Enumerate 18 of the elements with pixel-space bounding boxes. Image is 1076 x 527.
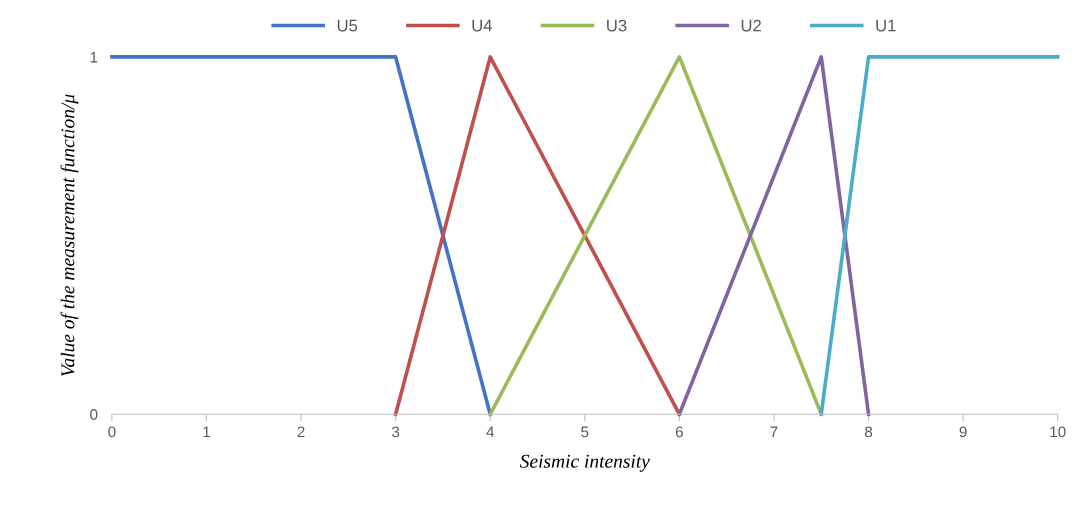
x-tick-label: 3 (391, 426, 400, 438)
x-axis-title: Seismic intensity (519, 454, 650, 472)
x-tick-label: 10 (1050, 426, 1066, 438)
x-tick-label: 9 (959, 426, 967, 438)
legend-label: U1 (876, 19, 896, 32)
y-axis-title: Value of the measurement function/μ (60, 94, 79, 377)
legend-label: U2 (741, 19, 761, 32)
legend-label: U4 (472, 19, 492, 32)
x-tick-label: 7 (770, 426, 778, 438)
legend-label: U5 (337, 19, 358, 32)
x-tick-label: 1 (203, 426, 210, 438)
x-tick-label: 0 (108, 426, 116, 438)
x-tick-label: 8 (864, 426, 873, 438)
x-tick-label: 2 (297, 426, 305, 438)
x-tick-label: 4 (486, 426, 495, 438)
legend-label: U3 (607, 19, 627, 32)
x-tick-label: 5 (581, 426, 589, 438)
x-tick-label: 6 (675, 426, 683, 438)
